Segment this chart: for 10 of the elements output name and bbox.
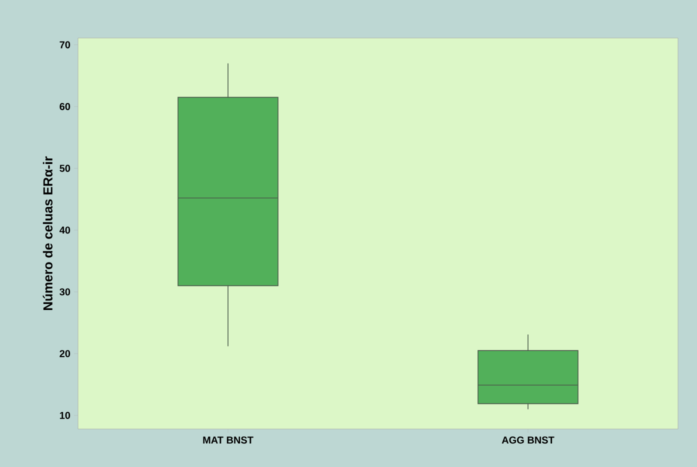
- x-tick-label: AGG BNST: [502, 436, 554, 444]
- y-tick-label: 70: [60, 41, 70, 48]
- y-tick-label: 50: [60, 164, 70, 172]
- y-tick-label: 30: [60, 288, 70, 296]
- y-tick-label: 10: [60, 412, 70, 419]
- x-tick-label: MAT BNST: [203, 436, 254, 444]
- y-axis-title: Número de celuas ERα-ir: [42, 156, 52, 310]
- y-tick-label: 60: [60, 103, 70, 110]
- y-tick-label: 40: [60, 226, 70, 234]
- y-tick-label: 20: [60, 350, 70, 358]
